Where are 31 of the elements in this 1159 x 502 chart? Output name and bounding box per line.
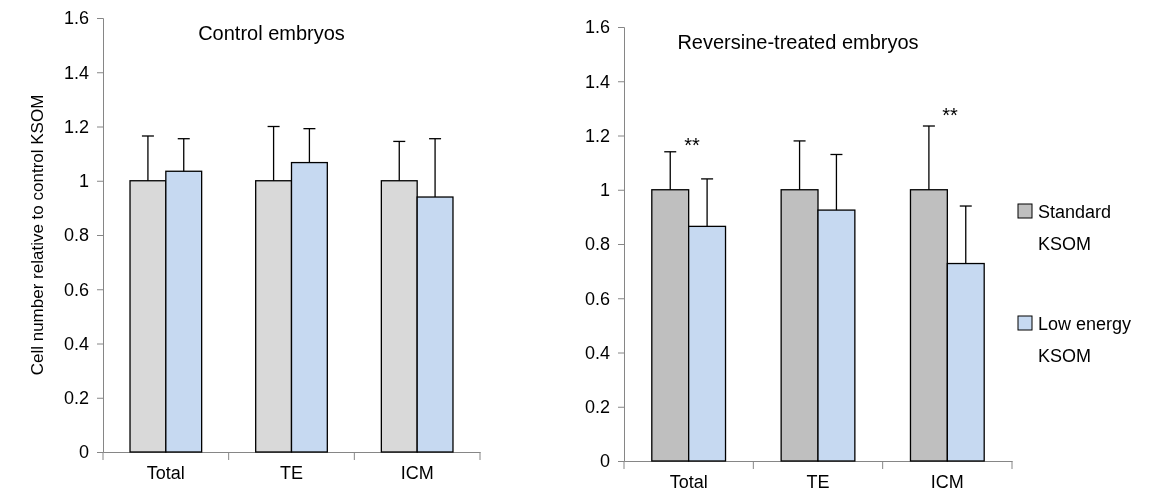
x-tick-label: Total — [146, 462, 185, 483]
y-tick-label: 0.6 — [584, 288, 610, 309]
y-axis-title: Cell number relative to control KSOM — [28, 94, 47, 376]
annotation: ** — [942, 104, 958, 126]
y-tick-label: 0.6 — [63, 279, 89, 300]
x-tick-label: ICM — [400, 462, 434, 483]
y-tick-label: 1.4 — [63, 62, 89, 83]
legend-label: Standard KSOM — [1038, 202, 1112, 254]
y-tick-label: 1.4 — [584, 71, 610, 92]
legend-label: Low energy KSOM — [1038, 314, 1132, 366]
y-tick-label: 0.4 — [584, 342, 610, 363]
y-tick-label: 1.6 — [63, 8, 89, 29]
annotation: ** — [684, 134, 700, 156]
y-tick-label: 1 — [599, 180, 610, 201]
x-tick-label: TE — [806, 471, 830, 492]
x-tick-label: ICM — [930, 471, 964, 492]
x-tick-label: Total — [669, 471, 708, 492]
y-tick-label: 0.8 — [63, 225, 89, 246]
y-tick-label: 0.2 — [63, 388, 89, 409]
y-tick-label: 1 — [78, 171, 89, 192]
y-tick-label: 1.2 — [63, 116, 89, 137]
y-tick-label: 1.6 — [584, 17, 610, 38]
y-tick-label: 0.4 — [63, 333, 89, 354]
y-tick-label: 0 — [599, 451, 610, 472]
y-tick-label: 0.8 — [584, 234, 610, 255]
y-tick-label: 1.2 — [584, 125, 610, 146]
y-tick-label: 0.2 — [584, 397, 610, 418]
x-tick-label: TE — [279, 462, 304, 483]
chart-title: Reversine-treated embryos — [677, 31, 919, 53]
y-tick-label: 0 — [78, 442, 89, 463]
chart-title: Control embryos — [198, 22, 345, 44]
